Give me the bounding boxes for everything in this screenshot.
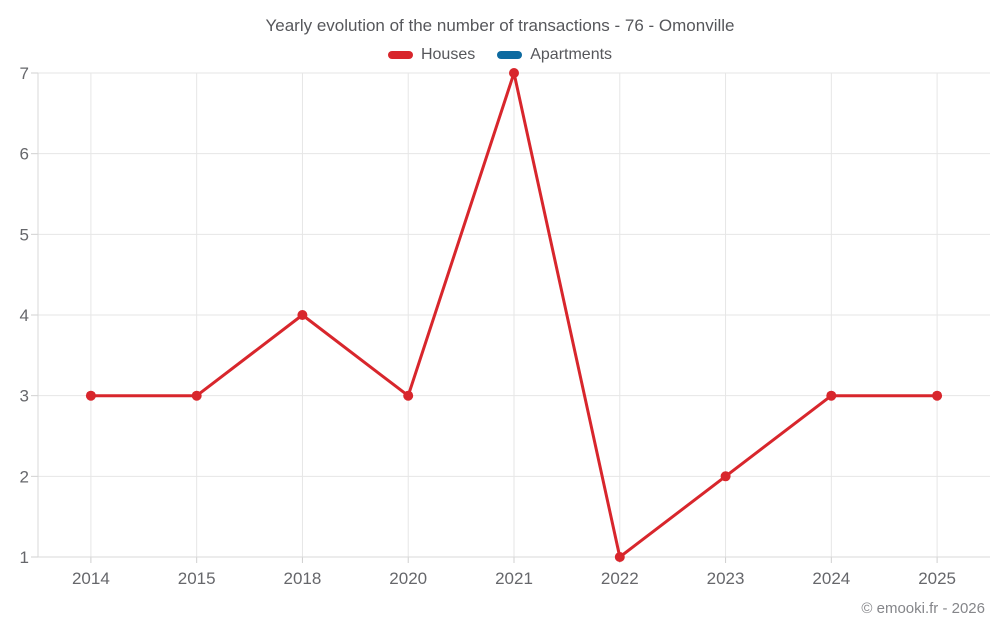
legend-item-apartments[interactable]: Apartments	[497, 46, 612, 64]
data-point-marker-houses	[85, 390, 96, 401]
legend-swatch-apartments-icon	[497, 51, 523, 59]
legend-swatch-houses-icon	[387, 51, 413, 59]
y-axis-tick-label: 4	[20, 306, 29, 325]
data-point-marker-houses	[509, 68, 519, 78]
x-axis-tick-label: 2014	[72, 569, 110, 588]
x-axis-tick-label: 2022	[601, 569, 639, 588]
x-axis-tick-label: 2020	[389, 569, 427, 588]
data-point-marker-houses	[191, 390, 202, 401]
legend-label-houses: Houses	[420, 46, 476, 63]
chart-legend: Houses Apartments	[0, 46, 1000, 64]
x-axis-tick-label: 2024	[812, 569, 850, 588]
y-axis-tick-label: 6	[20, 145, 29, 164]
data-point-marker-houses	[297, 310, 308, 320]
x-axis-tick-label: 2023	[707, 569, 745, 588]
x-axis-tick-label: 2025	[918, 569, 956, 588]
data-point-marker-houses	[403, 390, 414, 401]
chart-title: Yearly evolution of the number of transa…	[265, 16, 735, 35]
y-axis-tick-label: 3	[20, 387, 29, 406]
y-axis-tick-label: 2	[20, 467, 29, 486]
x-axis-tick-label: 2018	[284, 569, 322, 588]
data-point-marker-houses	[614, 552, 625, 562]
legend-item-houses[interactable]: Houses	[387, 46, 476, 64]
footer-credit: © emooki.fr - 2026	[861, 600, 985, 617]
y-axis-tick-label: 7	[20, 64, 29, 83]
legend-label-apartments: Apartments	[530, 46, 613, 63]
data-point-marker-houses	[932, 390, 943, 401]
x-axis-tick-label: 2021	[495, 569, 533, 588]
y-axis-tick-label: 1	[20, 548, 29, 567]
y-axis-tick-label: 5	[20, 225, 29, 244]
data-point-marker-houses	[826, 390, 837, 401]
x-axis-tick-label: 2015	[178, 569, 216, 588]
data-point-marker-houses	[720, 471, 731, 482]
